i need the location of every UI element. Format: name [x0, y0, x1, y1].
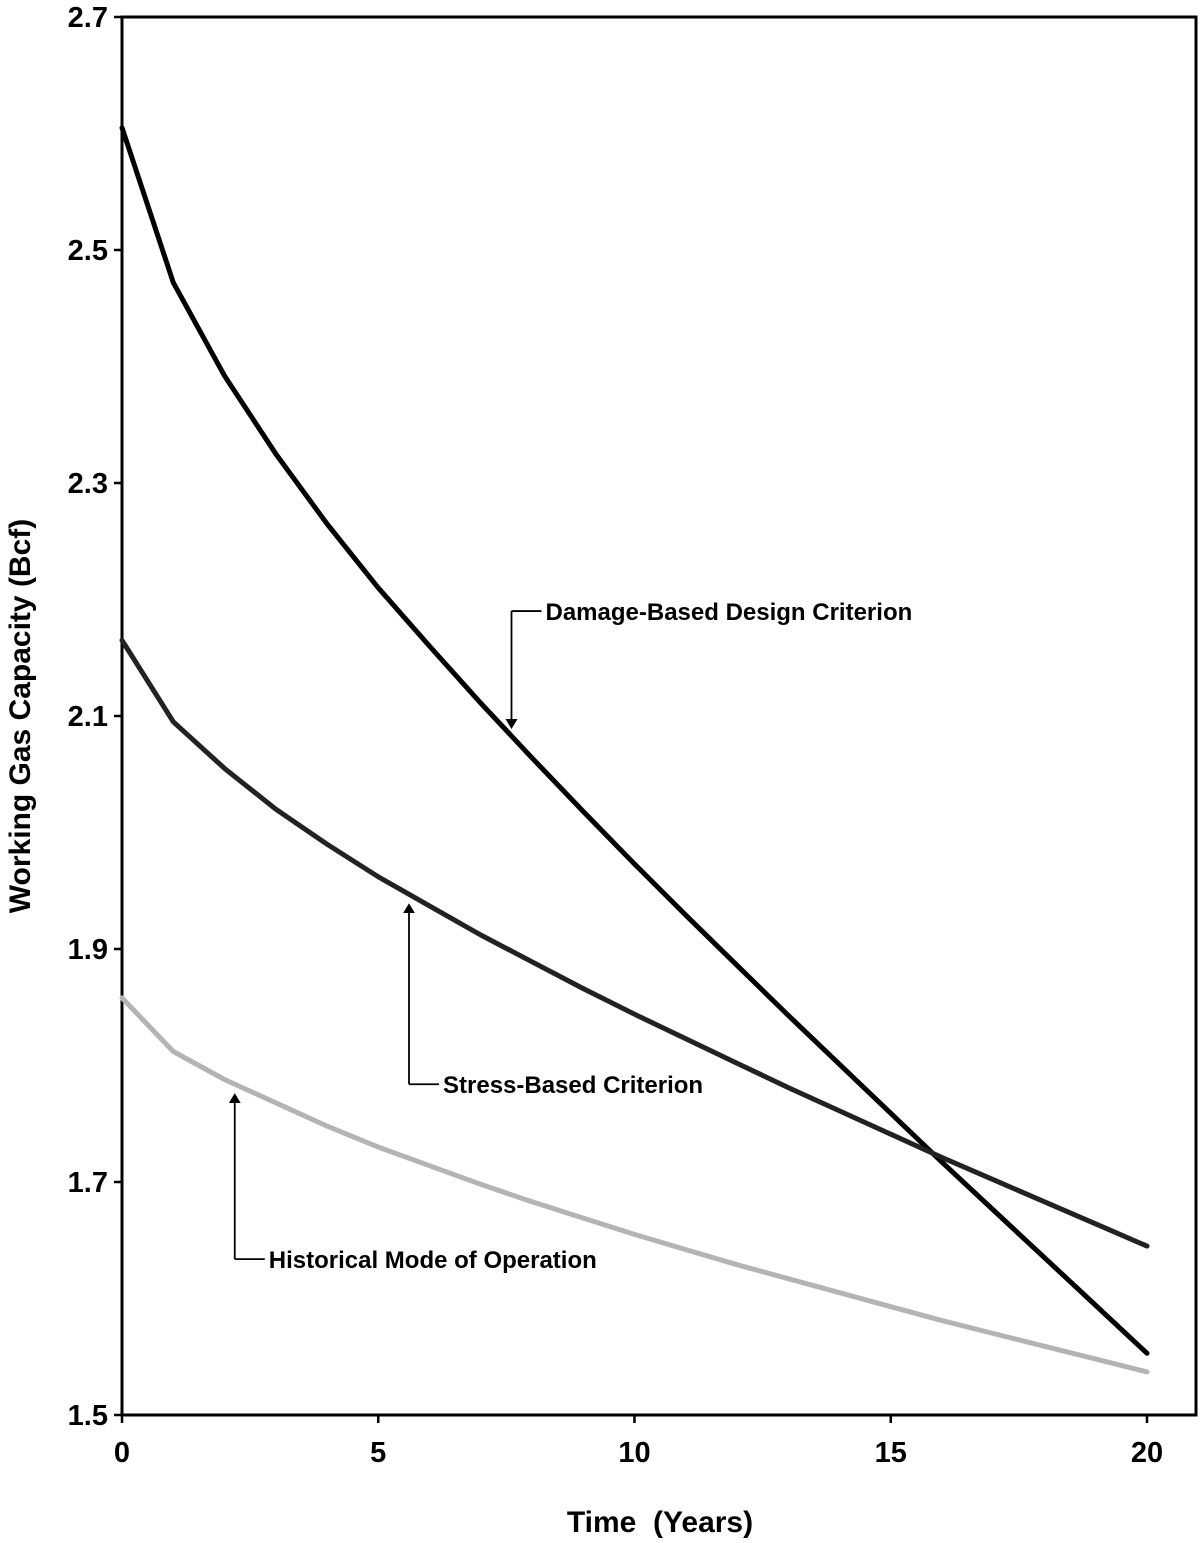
x-tick-label: 15: [875, 1437, 907, 1469]
series-line-stress-based-criterion: [119, 637, 1150, 1249]
annotation-label: Historical Mode of Operation: [269, 1247, 597, 1274]
y-tick-label: 2.5: [68, 235, 108, 267]
y-tick-label: 2.3: [68, 468, 108, 500]
x-tick-label: 5: [370, 1437, 386, 1469]
y-tick-label: 1.5: [68, 1400, 108, 1432]
x-axis: 0 5 10 15 20: [114, 1415, 1163, 1469]
annotation-group: Damage-Based Design Criterion Stress-Base…: [228, 599, 913, 1274]
y-tick-label: 1.9: [68, 934, 108, 966]
y-tick-label: 2.7: [68, 2, 108, 34]
y-tick-label: 1.7: [68, 1167, 108, 1199]
x-tick-label: 0: [114, 1437, 130, 1469]
series-group: [119, 125, 1150, 1375]
plot-frame: [120, 15, 1198, 1417]
y-axis-title: Working Gas Capacity (Bcf): [4, 519, 37, 914]
annotation-label: Stress-Based Criterion: [443, 1072, 703, 1099]
x-tick-label: 20: [1131, 1437, 1163, 1469]
series-line-historical-mode-of-operation: [119, 995, 1150, 1375]
y-tick-label: 2.1: [68, 701, 108, 733]
x-axis-title: Time (Years): [567, 1506, 753, 1539]
y-axis: 1.5 1.7 1.9 2.1 2.3 2.5 2.7: [68, 2, 122, 1432]
annotation-label: Damage-Based Design Criterion: [546, 599, 913, 626]
x-tick-label: 10: [618, 1437, 650, 1469]
series-line-damage-based-design-criterion: [119, 125, 1150, 1356]
